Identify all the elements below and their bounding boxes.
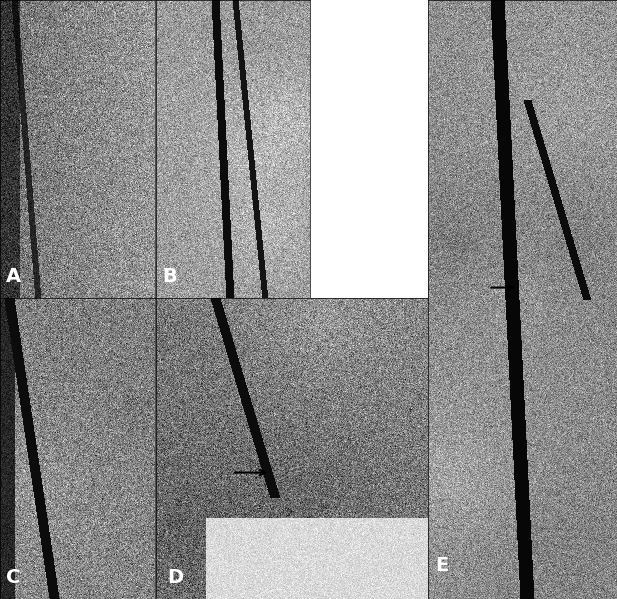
- Text: B: B: [162, 267, 177, 286]
- Text: A: A: [6, 267, 22, 286]
- Text: E: E: [436, 556, 449, 575]
- Text: C: C: [6, 568, 20, 587]
- Text: D: D: [167, 568, 183, 587]
